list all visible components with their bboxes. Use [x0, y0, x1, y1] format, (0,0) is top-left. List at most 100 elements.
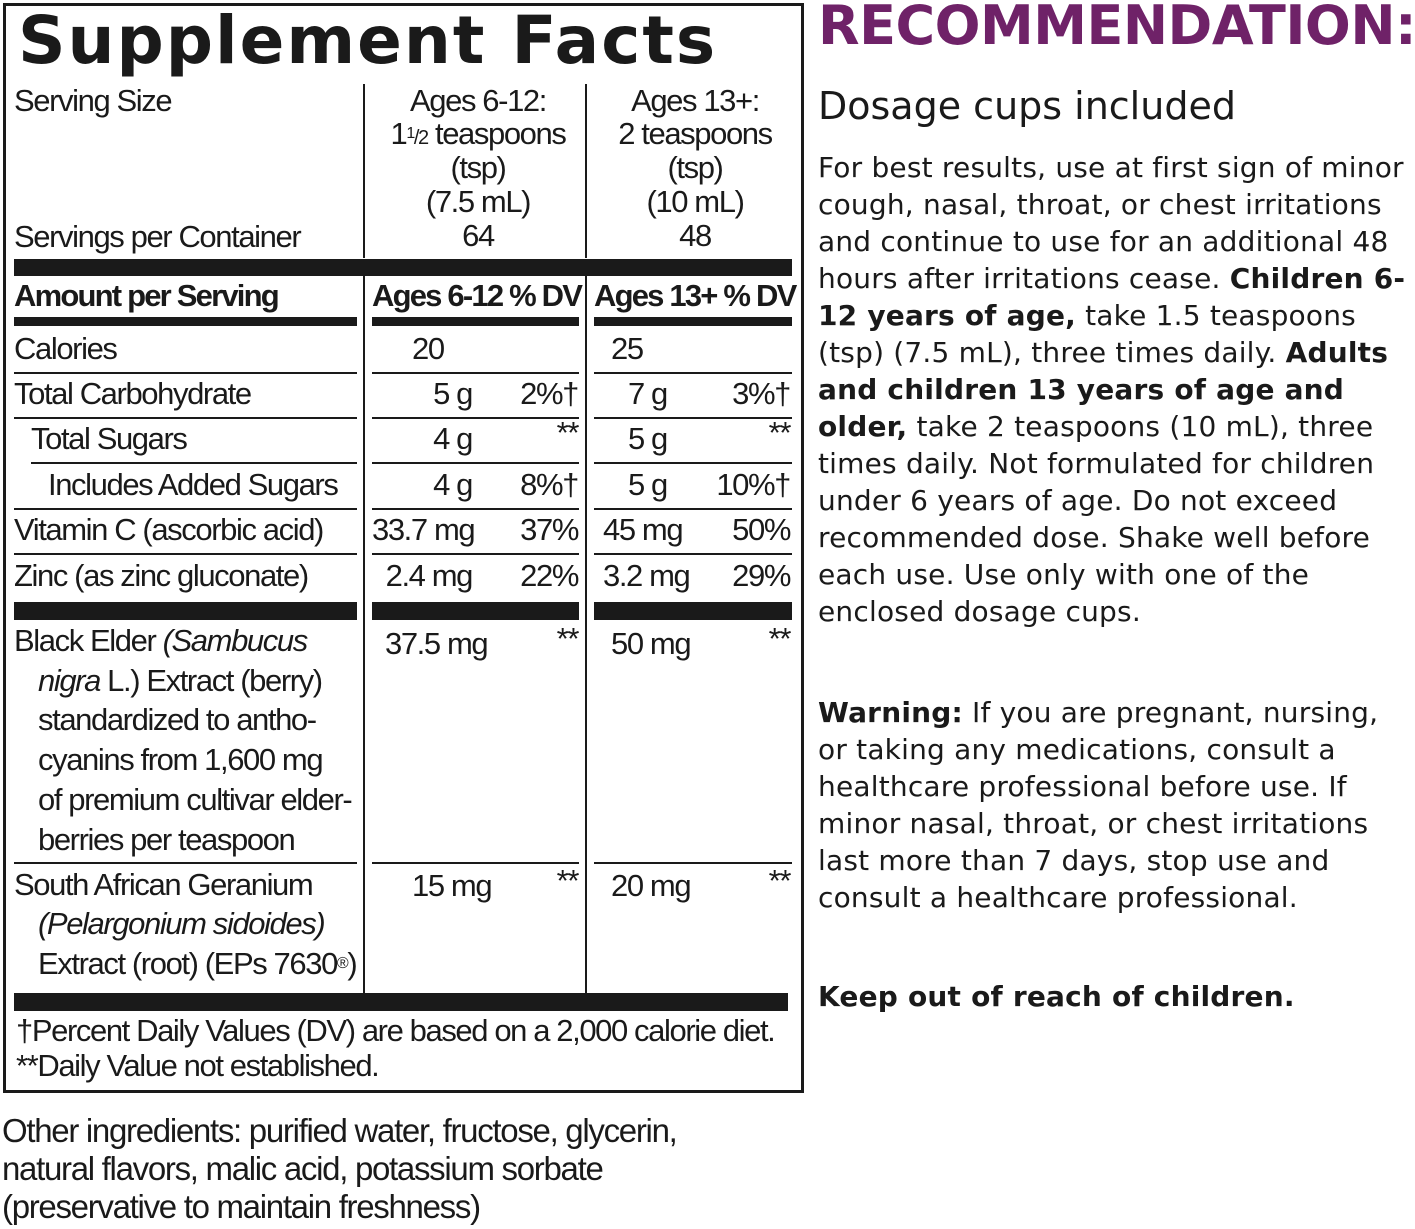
geranium-dv-col1: ** [556, 863, 580, 898]
footnote-dv: †Percent Daily Values (DV) are based on … [16, 1013, 776, 1048]
dv-col1: 37% [520, 512, 579, 547]
black-elder-line: Black Elder (Sambucus [14, 623, 308, 658]
amount-col1: 20 [412, 331, 445, 366]
col1-servings: 64 [462, 218, 495, 253]
directions-paragraph: For best results, use at first sign of m… [818, 151, 1406, 628]
row-rule [14, 417, 357, 419]
dv-col2: ** [768, 415, 792, 450]
row-rule [14, 553, 357, 555]
col1-ml: (7.5 mL) [425, 184, 532, 219]
row-rule [14, 508, 357, 510]
row-rule [594, 508, 792, 510]
servings-per-container-label: Servings per Container [14, 219, 302, 254]
amount-col1: 4 g [433, 467, 473, 502]
dv-col2: 10%† [716, 467, 791, 502]
elder-dv-col1: ** [556, 621, 580, 656]
geranium-dv-col2: ** [768, 863, 792, 898]
thick-bar [14, 993, 788, 1011]
row-rule [372, 462, 579, 464]
col1-serving: 11/2 teaspoons [390, 116, 567, 151]
dosage-cups-subtitle: Dosage cups included [818, 84, 1236, 128]
thick-bar [372, 602, 579, 620]
row-rule [372, 553, 579, 555]
col2-age: Ages 13+: [631, 83, 760, 118]
nutrient-name: Total Sugars [31, 421, 188, 456]
keep-out-of-reach: Keep out of reach of children. [818, 980, 1295, 1013]
nutrient-name: Calories [14, 331, 118, 366]
amount-col1: 4 g [433, 421, 473, 456]
medium-bar [14, 317, 357, 326]
dv-col1: ** [556, 415, 580, 450]
row-rule [372, 508, 579, 510]
dv-col2: 50% [732, 512, 791, 547]
row-rule [594, 462, 792, 464]
nutrient-name: Vitamin C (ascorbic acid) [14, 512, 324, 547]
recommendation-title: RECOMMENDATION: [818, 0, 1415, 57]
col2-ml: (10 mL) [646, 184, 744, 219]
nutrient-name: Zinc (as zinc gluconate) [14, 558, 309, 593]
geranium-line: South African Geranium [14, 867, 314, 902]
row-rule [14, 862, 357, 864]
amount-col2: 25 [611, 331, 644, 366]
col2-servings: 48 [679, 218, 712, 253]
nutrient-name: Includes Added Sugars [48, 467, 339, 502]
medium-bar [372, 317, 579, 326]
amount-col1: 5 g [433, 376, 473, 411]
amount-col2: 3.2 mg [603, 558, 691, 593]
amount-col2: 7 g [628, 376, 668, 411]
thick-bar [14, 602, 357, 620]
black-elder-line: nigra L.) Extract (berry) [38, 663, 323, 698]
row-rule [372, 372, 579, 374]
panel-title: Supplement Facts [18, 2, 718, 79]
amount-col1: 2.4 mg [385, 558, 474, 593]
black-elder-line: of premium cultivar elder- [38, 782, 353, 817]
col2-dv-header: Ages 13+ % DV [594, 278, 797, 313]
elder-amount-col2: 50 mg [611, 626, 692, 661]
medium-bar [594, 317, 792, 326]
dv-col2: 29% [732, 558, 791, 593]
amount-col1: 33.7 mg [372, 512, 476, 547]
col1-age: Ages 6-12: [410, 83, 547, 118]
thick-bar [594, 602, 792, 620]
black-elder-line: berries per teaspoon [38, 822, 296, 857]
row-rule [594, 417, 792, 419]
col1-unit: (tsp) [450, 150, 506, 185]
dv-col1: 2%† [520, 376, 579, 411]
divider [363, 84, 365, 258]
col1-dv-header: Ages 6-12 % DV [372, 278, 583, 313]
geranium-line: (Pelargonium sidoides) [38, 906, 326, 941]
row-rule [594, 553, 792, 555]
geranium-amount-col1: 15 mg [412, 868, 493, 903]
amount-col2: 45 mg [603, 512, 684, 547]
divider [585, 276, 587, 993]
geranium-line: Extract (root) (EPs 7630®) [38, 946, 358, 981]
black-elder-line: standardized to antho- [38, 702, 317, 737]
row-rule [14, 372, 357, 374]
black-elder-line: cyanins from 1,600 mg [38, 742, 324, 777]
amount-col2: 5 g [628, 421, 668, 456]
row-rule [594, 862, 792, 864]
amount-col2: 5 g [628, 467, 668, 502]
col2-unit: (tsp) [667, 150, 723, 185]
other-ingredients: Other ingredients: purified water, fruct… [2, 1112, 678, 1225]
divider [585, 84, 587, 258]
warning-paragraph: Warning: If you are pregnant, nursing, o… [818, 696, 1379, 914]
footnote-not-established: **Daily Value not established. [16, 1048, 380, 1083]
thick-bar [14, 259, 792, 276]
elder-dv-col2: ** [768, 621, 792, 656]
nutrient-name: Total Carbohydrate [14, 376, 252, 411]
dv-col2: 3%† [732, 376, 791, 411]
row-rule [372, 862, 579, 864]
amount-per-serving-header: Amount per Serving [14, 278, 280, 313]
serving-size-label: Serving Size [14, 83, 173, 118]
dv-col1: 8%† [520, 467, 579, 502]
col2-serving: 2 teaspoons [618, 116, 773, 151]
row-rule [31, 462, 357, 464]
divider [363, 276, 365, 993]
supplement-facts-panel: Supplement Facts [3, 2, 804, 1093]
dv-col1: 22% [520, 558, 579, 593]
elder-amount-col1: 37.5 mg [385, 626, 489, 661]
row-rule [594, 372, 792, 374]
geranium-amount-col2: 20 mg [611, 868, 692, 903]
row-rule [372, 417, 579, 419]
